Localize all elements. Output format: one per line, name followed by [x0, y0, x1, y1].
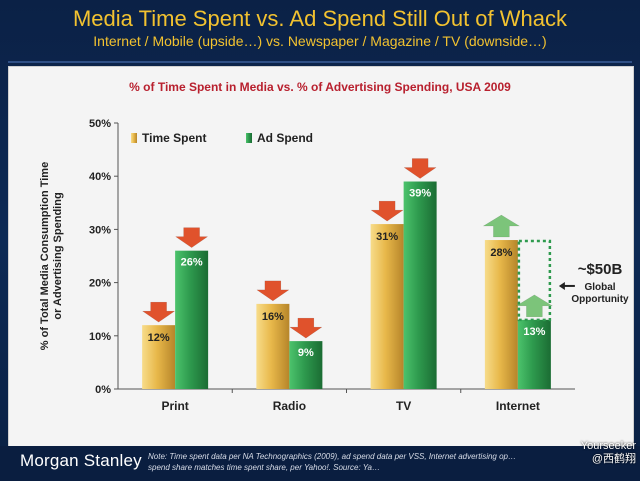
page-title: Media Time Spent vs. Ad Spend Still Out … [72, 6, 567, 31]
watermark-line-2: @西鹤翔 [591, 453, 636, 465]
y-tick-label: 50% [89, 118, 111, 130]
y-tick-label: 10% [89, 331, 111, 343]
y-tick-label: 40% [89, 171, 111, 183]
legend-swatch-ad-spend [246, 133, 252, 143]
arrow-up-internet-time-spent [482, 214, 521, 238]
data-label-radio-time-spent: 16% [262, 311, 284, 323]
arrow-down-print-ad-spend [174, 227, 209, 248]
y-tick-label: 0% [95, 384, 111, 396]
x-tick-label-radio: Radio [273, 399, 306, 413]
footnote: Note: Time spent data per NA Technograph… [148, 452, 516, 472]
opportunity-value: ~$50B [578, 261, 623, 278]
opportunity-gap-box [517, 239, 552, 322]
x-tick-label-tv: TV [396, 399, 411, 413]
bar-tv-time-spent [370, 224, 404, 389]
opportunity-text-2: Opportunity [571, 294, 629, 305]
arrow-down-radio-ad-spend [289, 317, 323, 339]
watermark-line-1: Yourseeker [580, 440, 636, 452]
opportunity-arrow-head [558, 281, 565, 290]
y-axis-title-line-1: % of Total Media Consumption Time [39, 162, 51, 350]
data-labels: 12% 16% 31% 28% 26% 9% 39% 13% [148, 188, 546, 360]
bars [142, 181, 551, 389]
morgan-stanley-logo: Morgan Stanley [20, 451, 142, 470]
arrow-down-tv-time-spent [370, 200, 404, 222]
data-label-tv-time-spent: 31% [376, 231, 398, 243]
bar-print-ad-spend [175, 250, 209, 389]
arrow-up-internet-ad-spend [515, 294, 554, 318]
bar-radio-time-spent [256, 303, 290, 389]
bar-radio-ad-spend [289, 341, 323, 389]
opportunity-text-1: Global [584, 282, 615, 293]
arrow-down-print-time-spent [141, 301, 176, 323]
y-tick-label: 30% [89, 224, 111, 236]
y-axis-title: % of Total Media Consumption Time or Adve… [39, 162, 64, 350]
watermark: Yourseeker @西鹤翔 [528, 440, 636, 466]
bar-tv-ad-spend [403, 181, 437, 389]
y-axis-title-line-2: or Advertising Spending [52, 192, 64, 319]
data-label-radio-ad-spend: 9% [298, 347, 314, 359]
data-label-print-time-spent: 12% [148, 332, 170, 344]
data-label-tv-ad-spend: 39% [409, 188, 431, 200]
arrow-down-radio-time-spent [256, 280, 290, 302]
y-tick-label: 20% [89, 278, 111, 290]
header-divider [8, 61, 632, 63]
bar-internet-time-spent [484, 240, 518, 389]
arrow-down-tv-ad-spend [403, 158, 437, 179]
footer-bar [0, 446, 640, 481]
data-label-internet-time-spent: 28% [490, 247, 512, 259]
legend: Time Spent Ad Spend [131, 131, 313, 145]
chart-title: % of Time Spent in Media vs. % of Advert… [129, 80, 511, 94]
x-tick-label-internet: Internet [496, 399, 540, 413]
legend-label-ad-spend: Ad Spend [257, 131, 313, 145]
bar-print-time-spent [142, 325, 176, 389]
bar-internet-ad-spend [517, 319, 551, 389]
data-label-internet-ad-spend: 13% [523, 326, 545, 338]
legend-label-time-spent: Time Spent [142, 131, 206, 145]
data-label-print-ad-spend: 26% [181, 257, 203, 269]
legend-swatch-time-spent [131, 133, 137, 143]
page-subtitle: Internet / Mobile (upside…) vs. Newspape… [93, 33, 547, 49]
x-tick-label-print: Print [161, 399, 188, 413]
trend-arrows [141, 158, 554, 339]
